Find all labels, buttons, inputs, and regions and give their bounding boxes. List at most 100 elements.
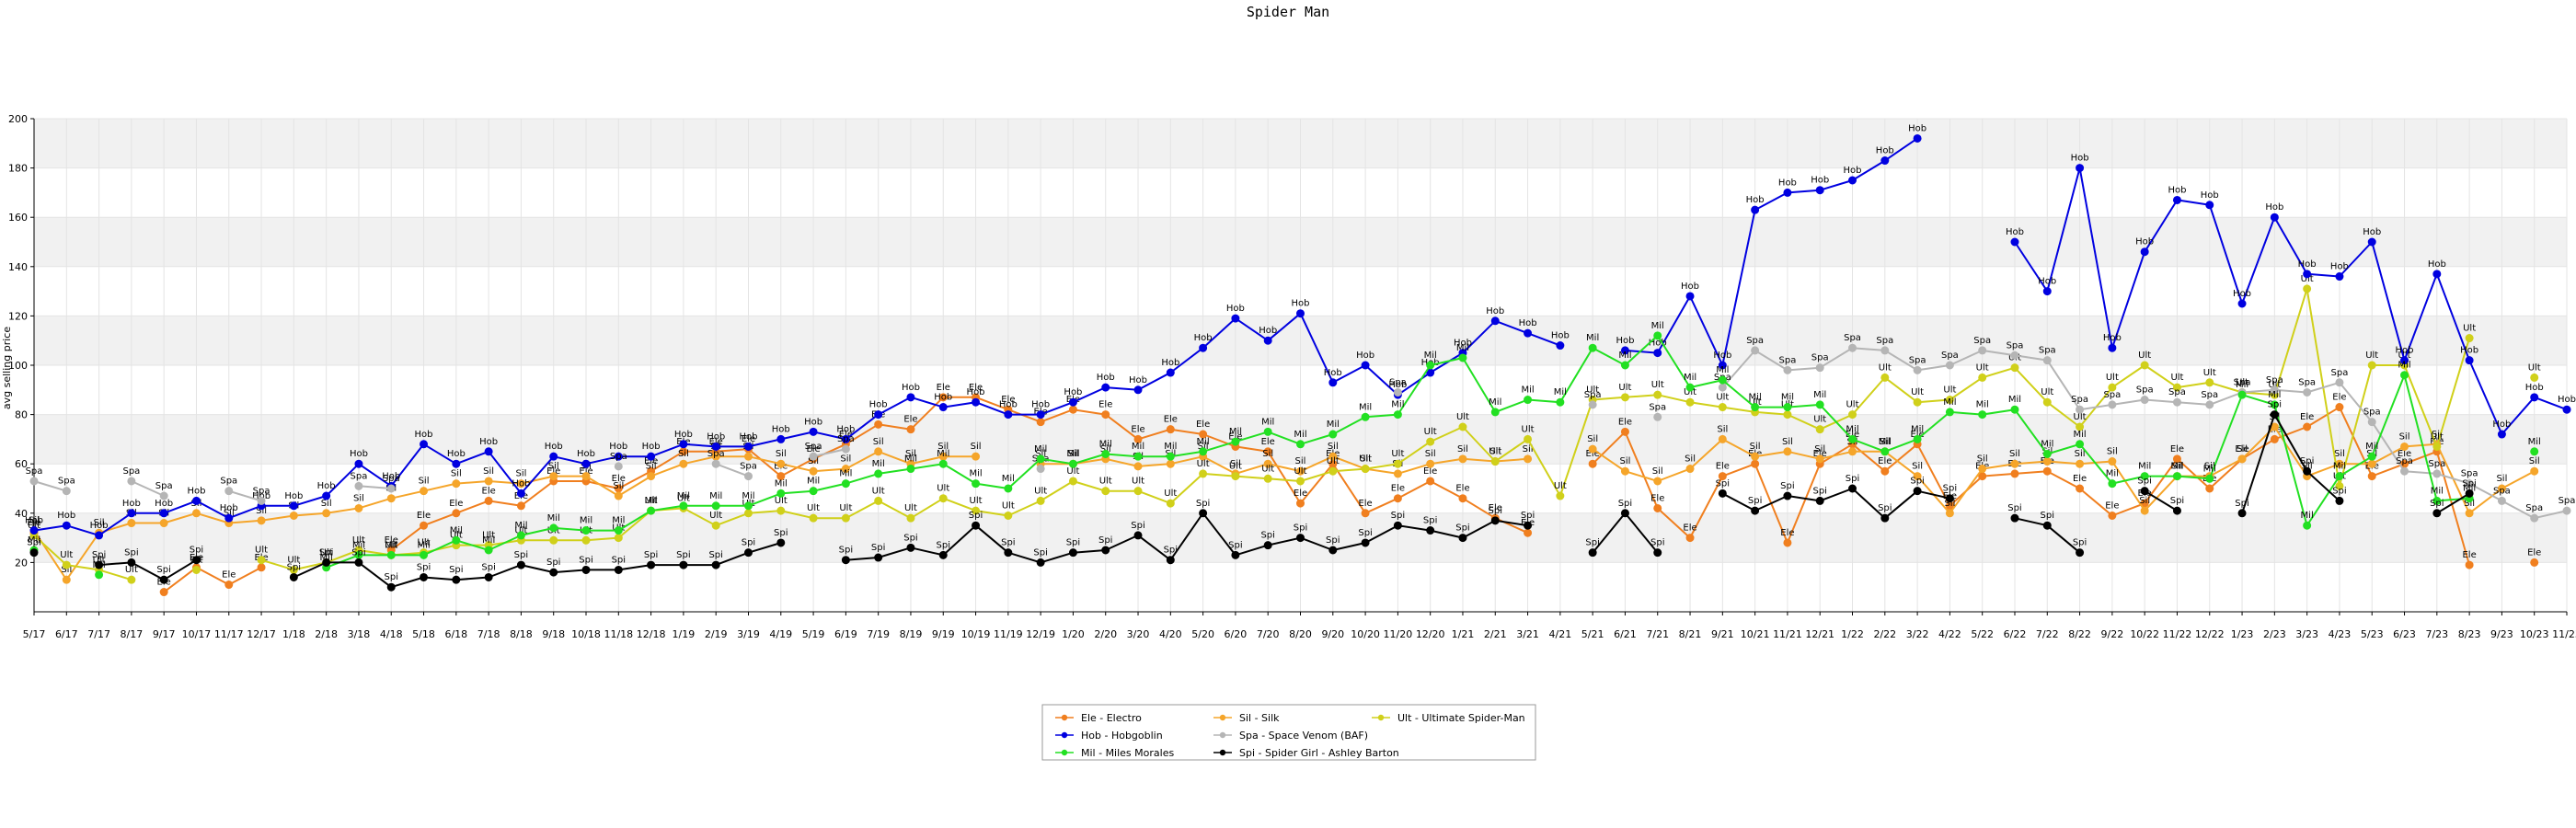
data-point (614, 491, 623, 500)
data-point (386, 484, 396, 493)
data-point (159, 491, 168, 500)
data-label: Mil (677, 491, 690, 501)
data-label: Ult (904, 503, 917, 513)
data-label: Ult (2398, 351, 2411, 361)
data-point (1783, 188, 1792, 197)
x-tick-label: 3/23 (2295, 628, 2318, 640)
data-point (2497, 430, 2506, 439)
data-point (2205, 201, 2214, 210)
data-label: Ele (1358, 499, 1372, 509)
data-label: Hob (2265, 202, 2283, 213)
data-point (841, 513, 850, 523)
data-label: Ult (93, 555, 106, 565)
data-label: Mil (2528, 437, 2541, 447)
data-label: Spa (1584, 390, 1602, 400)
data-point (1588, 400, 1597, 409)
data-label: Ult (1618, 383, 1631, 393)
data-label: Ele (1261, 437, 1275, 447)
data-label: Spi (1748, 496, 1762, 506)
data-point (257, 563, 266, 572)
x-tick-label: 12/22 (2195, 628, 2225, 640)
x-tick-label: 4/23 (2329, 628, 2352, 640)
data-label: Ult (482, 531, 495, 541)
data-point (2270, 400, 2279, 409)
data-label: Ele (27, 518, 40, 528)
data-point (1036, 418, 1045, 427)
data-point (2076, 459, 2085, 468)
data-label: Ult (255, 546, 268, 556)
data-label: Hob (1649, 339, 1667, 349)
data-label: Hob (2558, 395, 2576, 405)
data-label: Mil (1002, 474, 1015, 484)
data-label: Sil (2237, 444, 2248, 454)
data-label: Hob (1226, 304, 1245, 314)
data-label: Mil (1618, 351, 1631, 361)
data-label: Ult (2236, 377, 2248, 387)
data-label: Ele (2332, 393, 2346, 403)
data-label: Hob (122, 499, 141, 509)
y-tick-label: 200 (8, 113, 28, 125)
data-label: Spa (610, 452, 627, 462)
data-label: Spi (969, 511, 983, 521)
data-label: Ult (514, 525, 527, 535)
x-tick-label: 7/21 (1646, 628, 1669, 640)
x-tick-label: 9/23 (2490, 628, 2513, 640)
data-point (484, 447, 493, 456)
data-point (1133, 462, 1143, 471)
data-point (1361, 509, 1370, 518)
data-point (127, 477, 136, 486)
x-tick-label: 8/20 (1289, 628, 1312, 640)
data-label: Spi (1358, 528, 1372, 538)
data-label: Ele (1391, 484, 1405, 494)
data-point (1783, 403, 1792, 412)
data-point (1524, 396, 1533, 405)
data-label: Sil (2009, 449, 2020, 459)
data-label: Spi (1164, 546, 1178, 556)
data-label: Sil (94, 518, 105, 528)
data-point (159, 575, 168, 584)
data-label: Hob (2525, 383, 2544, 393)
x-tick-label: 1/20 (1062, 628, 1085, 640)
data-label: Spi (1943, 484, 1957, 494)
data-label: Ele (449, 499, 463, 509)
data-label: Hob (2038, 277, 2056, 287)
data-point (1913, 397, 1922, 407)
data-label: Ele (2462, 550, 2476, 560)
data-point (1263, 427, 1272, 436)
data-point (2335, 496, 2344, 505)
data-point (1620, 509, 1629, 518)
data-label: Mil (1813, 390, 1826, 400)
data-label: Ele (839, 430, 853, 440)
data-label: Ult (1066, 466, 1079, 477)
data-point (1848, 176, 1857, 185)
data-point (452, 575, 461, 584)
data-point (906, 425, 915, 434)
data-point (776, 459, 786, 468)
data-label: Hob (1681, 282, 1699, 292)
legend: Ele - Electro Hob - Hobgoblin Mil - Miles … (1041, 704, 1536, 761)
data-point (2237, 390, 2247, 399)
data-label: Sil (1100, 444, 1111, 454)
data-label: Spi (2300, 456, 2314, 466)
data-point (1393, 469, 1402, 478)
x-tick-label: 6/23 (2393, 628, 2416, 640)
data-label: Ele (2170, 444, 2184, 454)
data-point (1848, 447, 1857, 456)
data-point (2367, 418, 2376, 427)
data-label: Ele (1780, 528, 1794, 538)
data-label: Mil (2008, 395, 2021, 405)
data-point (1166, 556, 1175, 565)
x-tick-label: 10/19 (961, 628, 991, 640)
data-label: Spa (155, 481, 173, 491)
data-label: Ult (1749, 397, 1762, 408)
data-label: Ele (1131, 424, 1144, 434)
data-point (2010, 469, 2019, 478)
x-tick-label: 4/21 (1549, 628, 1572, 640)
data-label: Ele (2105, 500, 2119, 511)
data-point (2465, 489, 2474, 498)
data-point (614, 565, 623, 574)
data-label: Sil (840, 454, 851, 465)
data-point (1458, 534, 1467, 543)
data-point (2205, 400, 2214, 409)
data-label: Spi (2268, 400, 2282, 410)
